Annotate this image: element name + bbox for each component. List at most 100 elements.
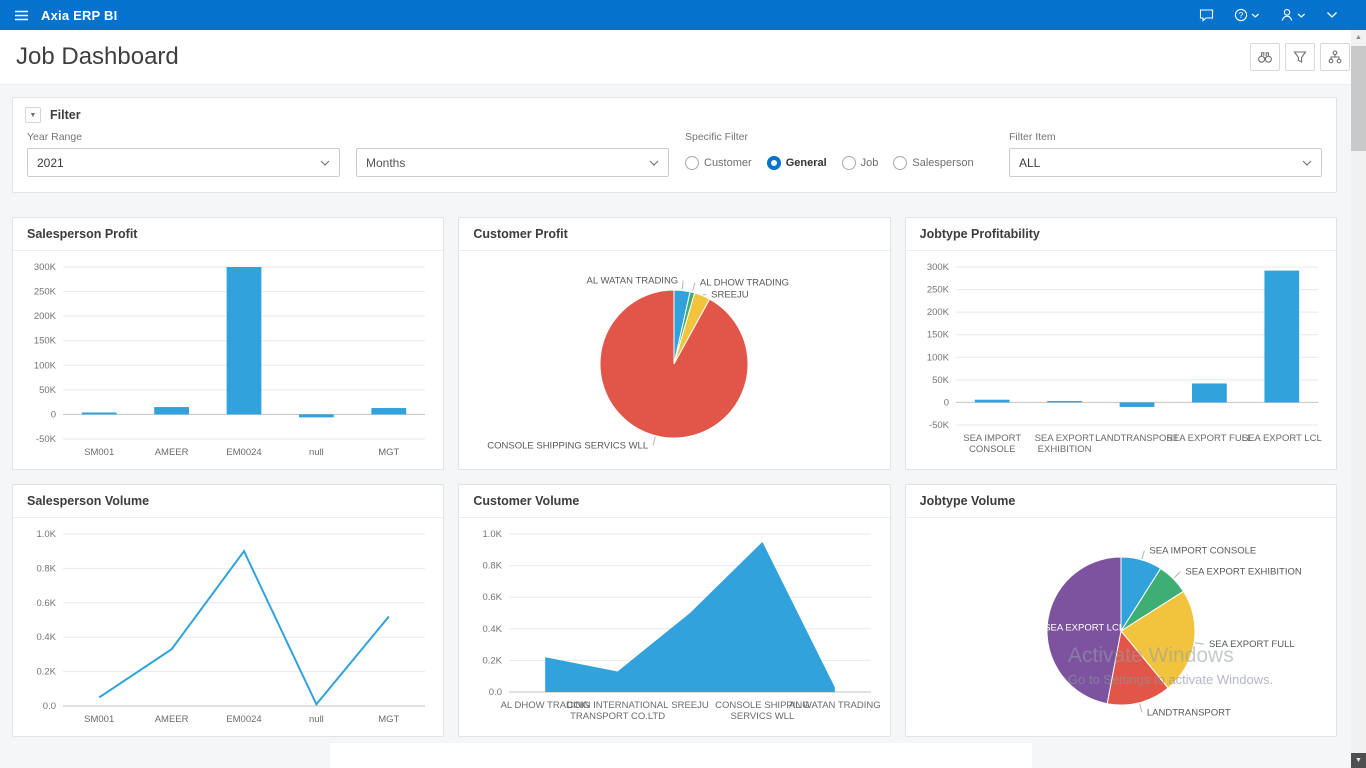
svg-text:SEA IMPORT CONSOLE: SEA IMPORT CONSOLE — [1149, 545, 1256, 556]
radio-customer[interactable]: Customer — [685, 155, 752, 170]
svg-text:SEA EXPORT LCL: SEA EXPORT LCL — [1044, 623, 1124, 634]
scroll-up-icon[interactable]: ▲ — [1355, 34, 1362, 41]
svg-text:AL WATAN TRADING: AL WATAN TRADING — [789, 700, 881, 711]
svg-text:300K: 300K — [926, 262, 949, 273]
filter-region-header: ▼ Filter — [13, 98, 1336, 127]
brand: Axia ERP BI — [41, 7, 118, 23]
radio-icon — [685, 155, 699, 170]
months-label — [356, 131, 669, 146]
months-field: Months — [356, 131, 669, 177]
page-header: Job Dashboard — [0, 30, 1366, 85]
filter-item-select[interactable]: ALL — [1009, 148, 1322, 177]
svg-text:0.0: 0.0 — [43, 701, 56, 712]
chevron-down-icon — [649, 160, 659, 166]
svg-text:200K: 200K — [926, 307, 949, 318]
chevron-down-icon — [320, 160, 330, 166]
svg-text:?: ? — [1239, 10, 1244, 20]
svg-text:SREEJU: SREEJU — [711, 290, 749, 301]
charts-grid: Salesperson Profit -50K 0 50K 100K 150K 200K 2… — [12, 217, 1337, 737]
jobtype-profitability-chart[interactable]: -50K 0 50K 100K 150K 200K 250K 300K SEA IMPORT CO… — [906, 251, 1336, 469]
top-bar-actions: ? — [1197, 6, 1354, 24]
svg-text:0.6K: 0.6K — [483, 592, 503, 603]
chart-title: Salesperson Profit — [13, 218, 444, 251]
chart-title: Customer Volume — [459, 485, 890, 518]
filter-item-label: Filter Item — [1009, 131, 1056, 143]
svg-text:AL WATAN TRADING: AL WATAN TRADING — [587, 276, 679, 287]
scrollbar-thumb[interactable] — [1351, 46, 1366, 151]
menu-icon[interactable] — [12, 7, 31, 24]
vertical-scrollbar[interactable]: ▲ ▼ — [1351, 30, 1366, 768]
chevron-down-icon — [1302, 160, 1312, 166]
radio-icon — [841, 155, 856, 170]
specific-filter-group: Customer General Job Salesperson — [685, 148, 974, 177]
filter-item-value: ALL — [1019, 155, 1041, 170]
find-button[interactable] — [1250, 43, 1280, 71]
months-select[interactable]: Months — [356, 148, 669, 177]
salesperson-profit-chart[interactable]: -50K 0 50K 100K 150K 200K 250K 300K SM001 AMEER EM… — [13, 251, 443, 469]
svg-text:-50K: -50K — [929, 420, 950, 431]
svg-text:SEA EXPORT EXHIBITION: SEA EXPORT EXHIBITION — [1185, 567, 1301, 578]
jobtype-volume-chart[interactable]: SEA EXPORT LCL SEA IMPORT CONSOLE SEA EXPO… — [906, 518, 1336, 736]
top-bar: Axia ERP BI ? — [0, 0, 1366, 30]
year-range-value: 2021 — [37, 155, 64, 170]
year-range-label: Year Range — [27, 131, 83, 143]
find-icon — [1258, 52, 1272, 63]
user-icon[interactable] — [1278, 6, 1308, 24]
scroll-down-icon[interactable]: ▼ — [1351, 753, 1366, 768]
salesperson-volume-chart[interactable]: 0.0 0.2K 0.4K 0.6K 0.8K 1.0K SM001 AMEER EM0024 n… — [13, 518, 443, 736]
svg-text:AL DHOW TRADING: AL DHOW TRADING — [700, 278, 789, 289]
filter-region-title: Filter — [50, 108, 81, 122]
jobtype-volume-card: Jobtype Volume SEA EXPORT LCL SEA IMPORT … — [904, 484, 1337, 737]
specific-filter-field: Specific Filter Customer General Job Salesp… — [685, 131, 974, 177]
svg-text:SREEJU: SREEJU — [672, 700, 710, 711]
customer-volume-card: Customer Volume 0.0 0.2K 0.4K 0.6K 0.8K 1.0K A… — [458, 484, 891, 737]
salesperson-volume-card: Salesperson Volume 0.0 0.2K 0.4K 0.6K 0.8K 1.… — [12, 484, 445, 737]
page-title: Job Dashboard — [16, 43, 179, 70]
svg-text:1.0K: 1.0K — [36, 529, 56, 540]
radio-salesperson[interactable]: Salesperson — [893, 155, 974, 170]
salesperson-profit-card: Salesperson Profit -50K 0 50K 100K 150K 200K 2… — [12, 217, 445, 470]
svg-text:100K: 100K — [34, 360, 57, 371]
help-icon[interactable]: ? — [1232, 6, 1262, 24]
svg-text:SEA EXPORT LCL: SEA EXPORT LCL — [1241, 433, 1321, 444]
actions-icon — [1328, 50, 1342, 64]
svg-text:0.6K: 0.6K — [36, 598, 56, 609]
radio-icon — [766, 155, 781, 170]
year-range-select[interactable]: 2021 — [27, 148, 340, 177]
chat-icon[interactable] — [1197, 6, 1216, 24]
radio-label: Salesperson — [912, 156, 974, 169]
chart-title: Jobtype Volume — [905, 485, 1336, 518]
filter-icon — [1293, 51, 1307, 63]
chevron-down-icon[interactable] — [1324, 9, 1340, 21]
collapse-icon[interactable]: ▼ — [25, 107, 41, 123]
months-value: Months — [366, 155, 406, 170]
svg-text:50K: 50K — [39, 385, 57, 396]
svg-text:null: null — [309, 714, 324, 725]
svg-text:0.4K: 0.4K — [483, 624, 503, 635]
svg-text:LANDTRANSPORT: LANDTRANSPORT — [1095, 433, 1179, 444]
customer-profit-chart[interactable]: AL WATAN TRADING AL DHOW TRADING SREEJU CON… — [459, 251, 889, 469]
svg-text:100K: 100K — [926, 352, 949, 363]
svg-text:0.8K: 0.8K — [36, 563, 56, 574]
svg-text:LANDTRANSPORT: LANDTRANSPORT — [1147, 707, 1231, 718]
customer-volume-chart[interactable]: 0.0 0.2K 0.4K 0.6K 0.8K 1.0K AL DHOW TRADING CO… — [459, 518, 889, 736]
actions-menu-button[interactable] — [1320, 43, 1350, 71]
chart-title: Jobtype Profitability — [905, 218, 1336, 251]
svg-text:1.0K: 1.0K — [483, 529, 503, 540]
page-toolbar — [1250, 43, 1350, 71]
svg-text:0: 0 — [943, 397, 948, 408]
svg-text:150K: 150K — [926, 330, 949, 341]
filter-region: ▼ Filter Year Range 2021 Months — [12, 97, 1337, 193]
svg-text:SM001: SM001 — [84, 714, 114, 725]
radio-job[interactable]: Job — [841, 155, 878, 170]
customer-profit-card: Customer Profit AL WATAN TRADING AL DHOW … — [458, 217, 891, 470]
footer-region — [330, 743, 1032, 768]
filter-button[interactable] — [1285, 43, 1315, 71]
svg-text:0.2K: 0.2K — [483, 655, 503, 666]
svg-text:300K: 300K — [34, 262, 57, 273]
radio-general[interactable]: General — [766, 155, 827, 170]
